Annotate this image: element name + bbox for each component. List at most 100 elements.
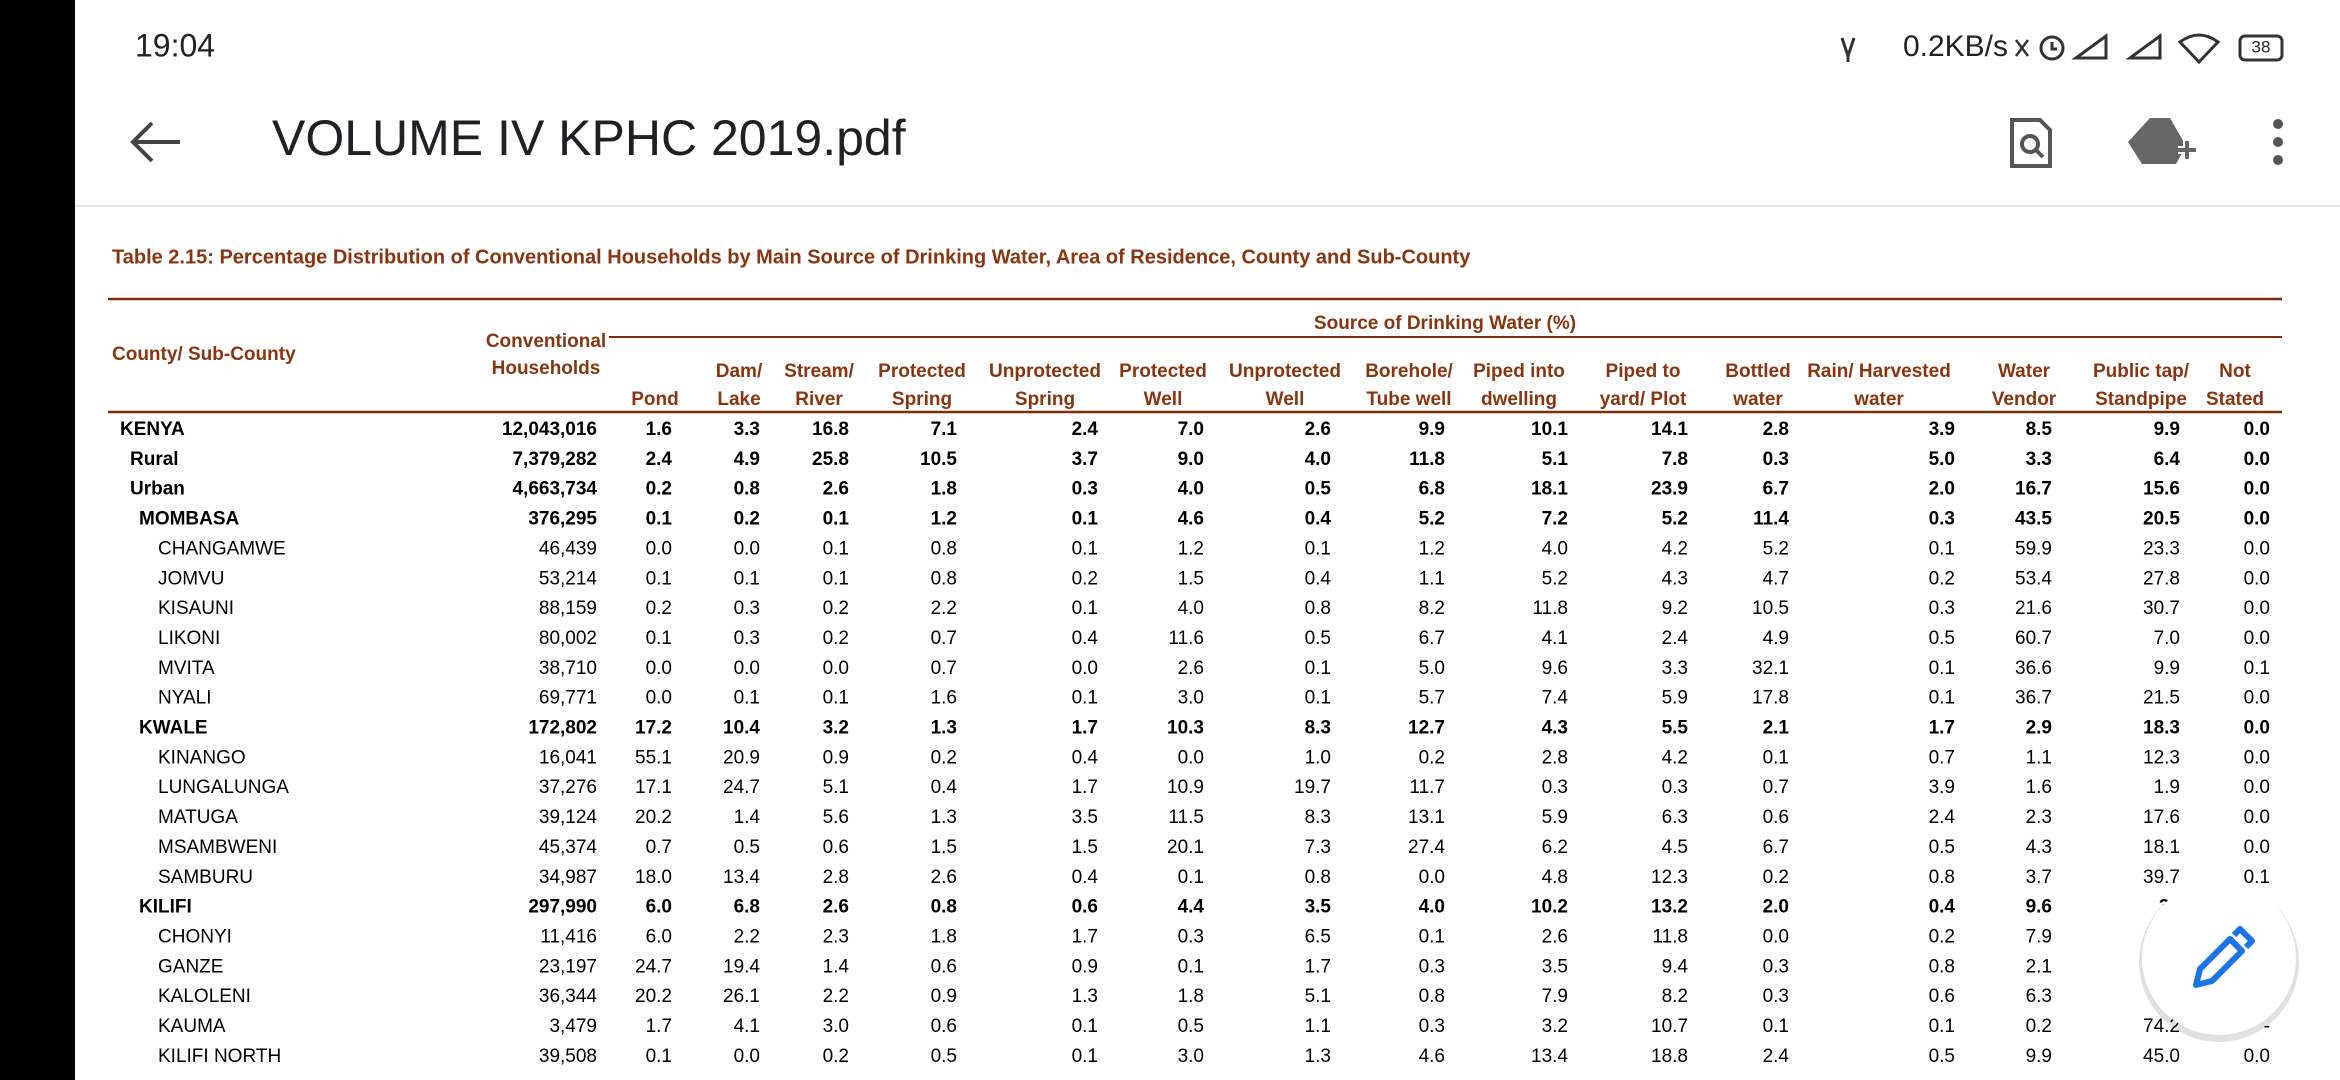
value-cell: 7.0 [1178,419,1204,440]
value-cell: 1.6 [2026,777,2052,798]
find-button[interactable] [2010,118,2052,168]
households-cell: 7,379,282 [512,449,597,470]
column-header: water [1732,389,1783,410]
value-cell: 4.8 [1542,867,1568,888]
value-cell: 1.1 [1305,1016,1331,1037]
value-cell: 5.7 [1419,688,1445,709]
value-cell: 5.0 [1419,658,1445,679]
value-cell: 0.0 [646,658,672,679]
value-cell: 0.7 [646,837,672,858]
value-cell: 0.3 [734,628,760,649]
value-cell: 0.2 [823,628,849,649]
row-name: NYALI [158,688,212,709]
value-cell: 0.7 [931,628,957,649]
value-cell: 8.5 [2026,419,2053,440]
value-cell: 0.1 [1178,867,1204,888]
value-cell: 0.1 [1929,658,1955,679]
value-cell: 1.4 [823,956,850,977]
value-cell: 4.0 [1305,449,1331,470]
value-cell: 0.4 [1929,897,1956,918]
value-cell: 0.1 [646,1046,672,1067]
value-cell: 10.9 [1167,777,1204,798]
value-cell: 20.1 [1167,837,1204,858]
column-header: water [1853,389,1904,410]
row-name: KILIFI NORTH [158,1046,281,1067]
value-cell: 20.9 [723,747,760,768]
value-cell: 0.1 [2244,867,2270,888]
value-cell: 11.8 [1652,926,1688,947]
value-cell: 11.7 [1409,777,1445,798]
column-header: Bottled [1725,361,1790,382]
value-cell: 0.6 [1763,807,1789,828]
value-cell: 2.4 [1072,419,1099,440]
row-name: KAUMA [158,1016,226,1037]
row-name: KWALE [139,718,208,739]
column-header: Well [1266,389,1305,410]
value-cell: 0.1 [646,568,672,589]
edit-button[interactable] [2139,881,2299,1042]
column-header: Unprotected [989,361,1101,382]
value-cell: 0.4 [1072,628,1099,649]
value-cell: 7.0 [2154,628,2180,649]
value-cell: 0.2 [823,598,849,619]
column-header: Piped to [1606,361,1681,382]
column-header: Protected [878,361,966,382]
value-cell: 1.2 [1419,538,1445,559]
drive-add-button[interactable] [2128,118,2196,164]
households-cell: 69,771 [539,688,597,709]
value-cell: 13.2 [1651,897,1688,918]
value-cell: 0.8 [931,568,957,589]
households-cell: 88,159 [539,598,597,619]
value-cell: 3.0 [823,1016,849,1037]
value-cell: 0.3 [1763,449,1789,470]
value-cell: 9.0 [1178,449,1204,470]
value-cell: 0.7 [1929,747,1955,768]
value-cell: 1.2 [931,509,957,530]
back-button[interactable] [130,121,180,163]
value-cell: 4.4 [1178,897,1205,918]
value-cell: 0.1 [1072,1016,1098,1037]
value-cell: 0.1 [1305,688,1331,709]
value-cell: 6.0 [646,897,672,918]
menu-button[interactable] [2273,119,2283,165]
column-header: Vendor [1992,389,2057,410]
value-cell: 6.7 [1763,479,1789,500]
row-name: CHONYI [158,926,232,947]
value-cell: 1.3 [931,718,957,739]
value-cell: 0.4 [931,777,958,798]
value-cell: 0.3 [1542,777,1568,798]
value-cell: 13.1 [1408,807,1445,828]
value-cell: 1.5 [931,837,957,858]
value-cell: 0.2 [823,1046,849,1067]
column-header: Protected [1119,361,1207,382]
value-cell: 0.1 [1929,538,1955,559]
battery-icon [2238,34,2284,62]
value-cell: 4.7 [1763,568,1789,589]
value-cell: 21.5 [2143,688,2180,709]
row-name: MATUGA [158,807,238,828]
value-cell: 60.7 [2015,628,2052,649]
value-cell: 3.9 [1929,419,1955,440]
value-cell: 18.0 [635,867,672,888]
value-cell: 0.0 [2244,598,2270,619]
value-cell: 2.8 [1542,747,1568,768]
value-cell: 0.8 [1305,598,1331,619]
value-cell: 0.5 [734,837,760,858]
value-cell: 1.2 [1178,538,1204,559]
value-cell: 0.0 [734,1046,760,1067]
value-cell: 6.0 [646,926,672,947]
column-header: Spring [1015,389,1075,410]
value-cell: 7.9 [2026,926,2052,947]
value-cell: 0.1 [1763,747,1789,768]
column-header: Stated [2206,389,2264,410]
value-cell: 4.0 [1419,897,1445,918]
value-cell: 2.0 [1763,897,1789,918]
group-header: Source of Drinking Water (%) [1314,313,1576,334]
value-cell: 4.2 [1662,747,1688,768]
value-cell: 19.4 [723,956,760,977]
value-cell: 1.3 [1305,1046,1331,1067]
value-cell: 0.1 [1305,538,1331,559]
value-cell: 0.2 [734,509,760,530]
column-header: Well [1144,389,1183,410]
